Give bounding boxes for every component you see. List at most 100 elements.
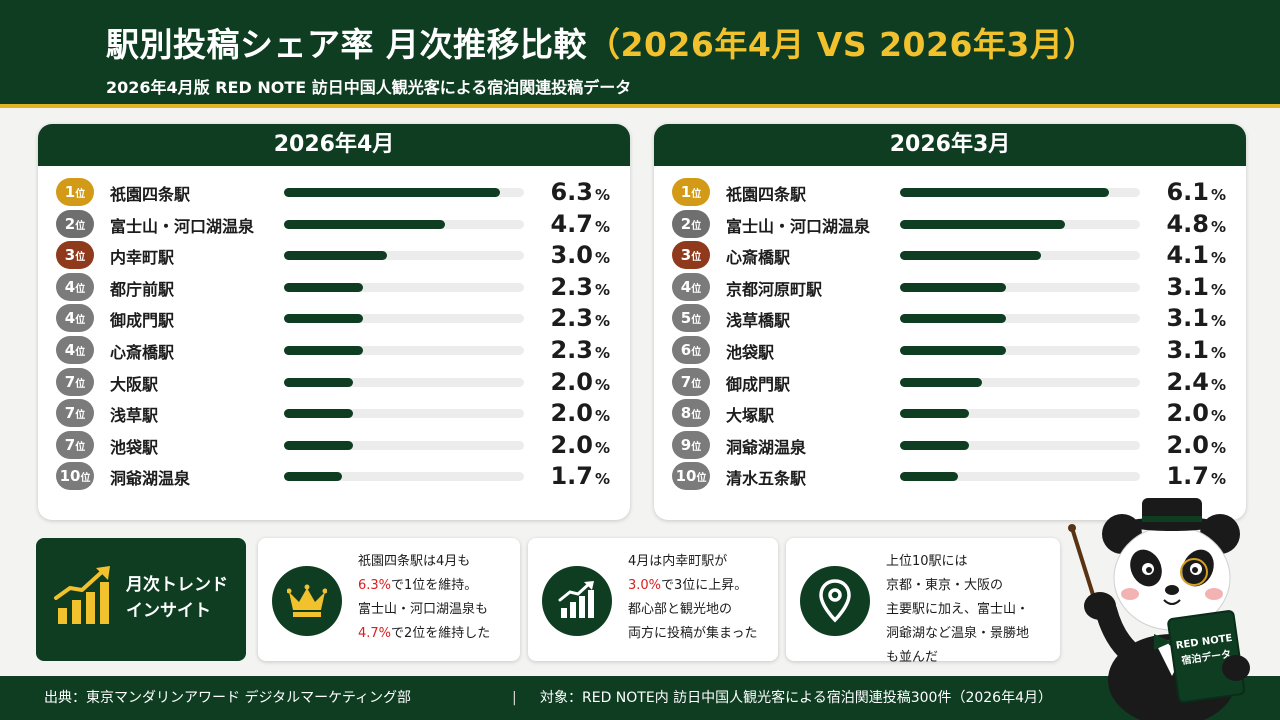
rank-suffix: 位 (691, 410, 702, 422)
ranking-row: 6位 池袋駅 3.1% (654, 336, 1246, 366)
ranking-row: 4位 都庁前駅 2.3% (38, 272, 630, 303)
bar-track (284, 314, 524, 324)
rank-badge: 8位 (672, 399, 710, 428)
insight-segment: 富士山・河口湖温泉も (358, 602, 489, 617)
share-number: 2.3 (550, 336, 593, 364)
ranking-row: 8位 大塚駅 2.0% (654, 399, 1246, 429)
share-value: 2.0% (1152, 399, 1226, 427)
bar-track (284, 377, 524, 387)
share-value: 2.0% (1152, 431, 1226, 459)
insight-line: 4.7%で2位を維持した (358, 622, 490, 646)
insight-label-line1: 月次トレンド (126, 575, 228, 595)
highlight-value: 4.7% (358, 626, 392, 641)
station-name: 大塚駅 (726, 406, 775, 426)
rank-number: 1 (64, 183, 76, 201)
insight-line: 4月は内幸町駅が (628, 550, 757, 574)
share-value: 1.7% (536, 462, 610, 490)
share-number: 4.1 (1166, 241, 1209, 270)
share-value: 3.0% (536, 241, 610, 269)
bar (900, 440, 969, 450)
rank-number: 4 (64, 309, 76, 328)
page-title: 駅別投稿シェア率 月次推移比較（2026年4月 VS 2026年3月） (106, 18, 1097, 66)
share-number: 3.0 (550, 241, 593, 270)
station-name: 祇園四条駅 (726, 185, 807, 204)
bar (900, 282, 1007, 292)
insight-text: 4月は内幸町駅が 3.0%で3位に上昇。 都心部と観光地の 両方に投稿が集まった (628, 550, 757, 646)
rank-number: 3 (64, 246, 76, 265)
insight-line: 3.0%で3位に上昇。 (628, 574, 757, 598)
bar (284, 314, 363, 324)
ranking-row: 5位 浅草橋駅 3.1% (654, 304, 1246, 334)
insight-segment: も並んだ (886, 650, 939, 665)
insight-line: 主要駅に加え、富士山・ (886, 598, 1029, 622)
bar-track (900, 440, 1140, 450)
share-unit: % (594, 470, 610, 489)
page-subtitle: 2026年4月版 RED NOTE 訪日中国人観光客による宿泊関連投稿データ (106, 78, 632, 97)
ranking-row: 2位 富士山・河口湖温泉 4.8% (654, 209, 1246, 240)
ranking-row: 7位 大阪駅 2.0% (38, 367, 630, 398)
rank-badge: 3位 (56, 241, 94, 270)
share-number: 1.7 (550, 462, 593, 491)
share-value: 1.7% (1152, 462, 1226, 490)
share-unit: % (594, 186, 610, 204)
station-name: 池袋駅 (110, 437, 159, 457)
station-name: 御成門駅 (110, 311, 175, 331)
share-number: 4.8 (1166, 209, 1209, 238)
footer: 出典：東京マンダリンアワード デジタルマーケティング部 | 対象：RED NOT… (0, 676, 1280, 720)
bar-track (900, 472, 1140, 482)
bar-track (284, 188, 524, 197)
rank-suffix: 位 (75, 441, 86, 453)
ranking-panel-march: 2026年3月 1位 祇園四条駅 6.1% 2位 富士山・河口湖温泉 4.8% 3位 心斎橋駅… (654, 124, 1246, 520)
rank-suffix: 位 (691, 315, 702, 327)
share-number: 2.0 (1166, 399, 1209, 428)
rank-suffix: 位 (691, 189, 702, 200)
insight-segment: 主要駅に加え、富士山・ (886, 602, 1030, 617)
share-unit: % (594, 280, 610, 299)
insight-line: 上位10駅には (886, 550, 1029, 574)
share-number: 2.0 (550, 430, 593, 459)
bar-track (284, 251, 524, 261)
ranking-row: 10位 清水五条駅 1.7% (654, 462, 1246, 492)
insight-segment: で1位を維持。 (391, 578, 478, 593)
ranking-row: 3位 心斎橋駅 4.1% (654, 241, 1246, 271)
footer-target: 対象：RED NOTE内 訪日中国人観光客による宿泊関連投稿300件（2026年… (540, 690, 1052, 706)
bar (284, 251, 387, 261)
insight-icon-circle (542, 566, 612, 636)
rank-suffix: 位 (691, 378, 702, 390)
insight-line: 祇園四条駅は4月も (358, 550, 490, 574)
rank-number: 7 (680, 372, 692, 391)
share-unit: % (1210, 186, 1226, 204)
rank-number: 6 (680, 341, 692, 359)
rank-number: 10 (675, 467, 697, 486)
rank-suffix: 位 (75, 410, 86, 422)
bar-track (900, 409, 1140, 419)
share-unit: % (594, 438, 610, 457)
bar (900, 219, 1065, 229)
share-unit: % (1210, 217, 1226, 236)
trend-insight-label: 月次トレンド インサイト (36, 538, 246, 661)
station-name: 洞爺湖温泉 (110, 469, 191, 489)
share-value: 4.1% (1152, 241, 1226, 269)
bar (284, 440, 353, 450)
insight-segment: 両方に投稿が集まった (628, 626, 758, 641)
share-unit: % (1210, 280, 1226, 299)
share-unit: % (1210, 407, 1226, 426)
title-highlight: （2026年4月 VS 2026年3月） (587, 25, 1097, 64)
station-name: 心斎橋駅 (110, 343, 175, 362)
rank-number: 2 (680, 214, 692, 233)
rank-badge: 5位 (672, 304, 710, 333)
share-number: 2.4 (1166, 367, 1209, 396)
share-unit: % (594, 375, 610, 394)
rank-suffix: 位 (80, 473, 91, 485)
insight-line: 富士山・河口湖温泉も (358, 598, 490, 622)
bar-track (284, 409, 524, 419)
rank-suffix: 位 (75, 347, 86, 358)
station-name: 内幸町駅 (110, 248, 175, 268)
station-name: 御成門駅 (726, 374, 791, 394)
station-name: 浅草橋駅 (726, 311, 791, 331)
share-value: 2.4% (1152, 368, 1226, 396)
insight-card-ranking: 祇園四条駅は4月も 6.3%で1位を維持。 富士山・河口湖温泉も 4.7%で2位を維持… (258, 538, 520, 661)
share-number: 3.1 (1166, 336, 1209, 364)
rank-badge: 6位 (672, 336, 710, 364)
bar (284, 282, 363, 292)
